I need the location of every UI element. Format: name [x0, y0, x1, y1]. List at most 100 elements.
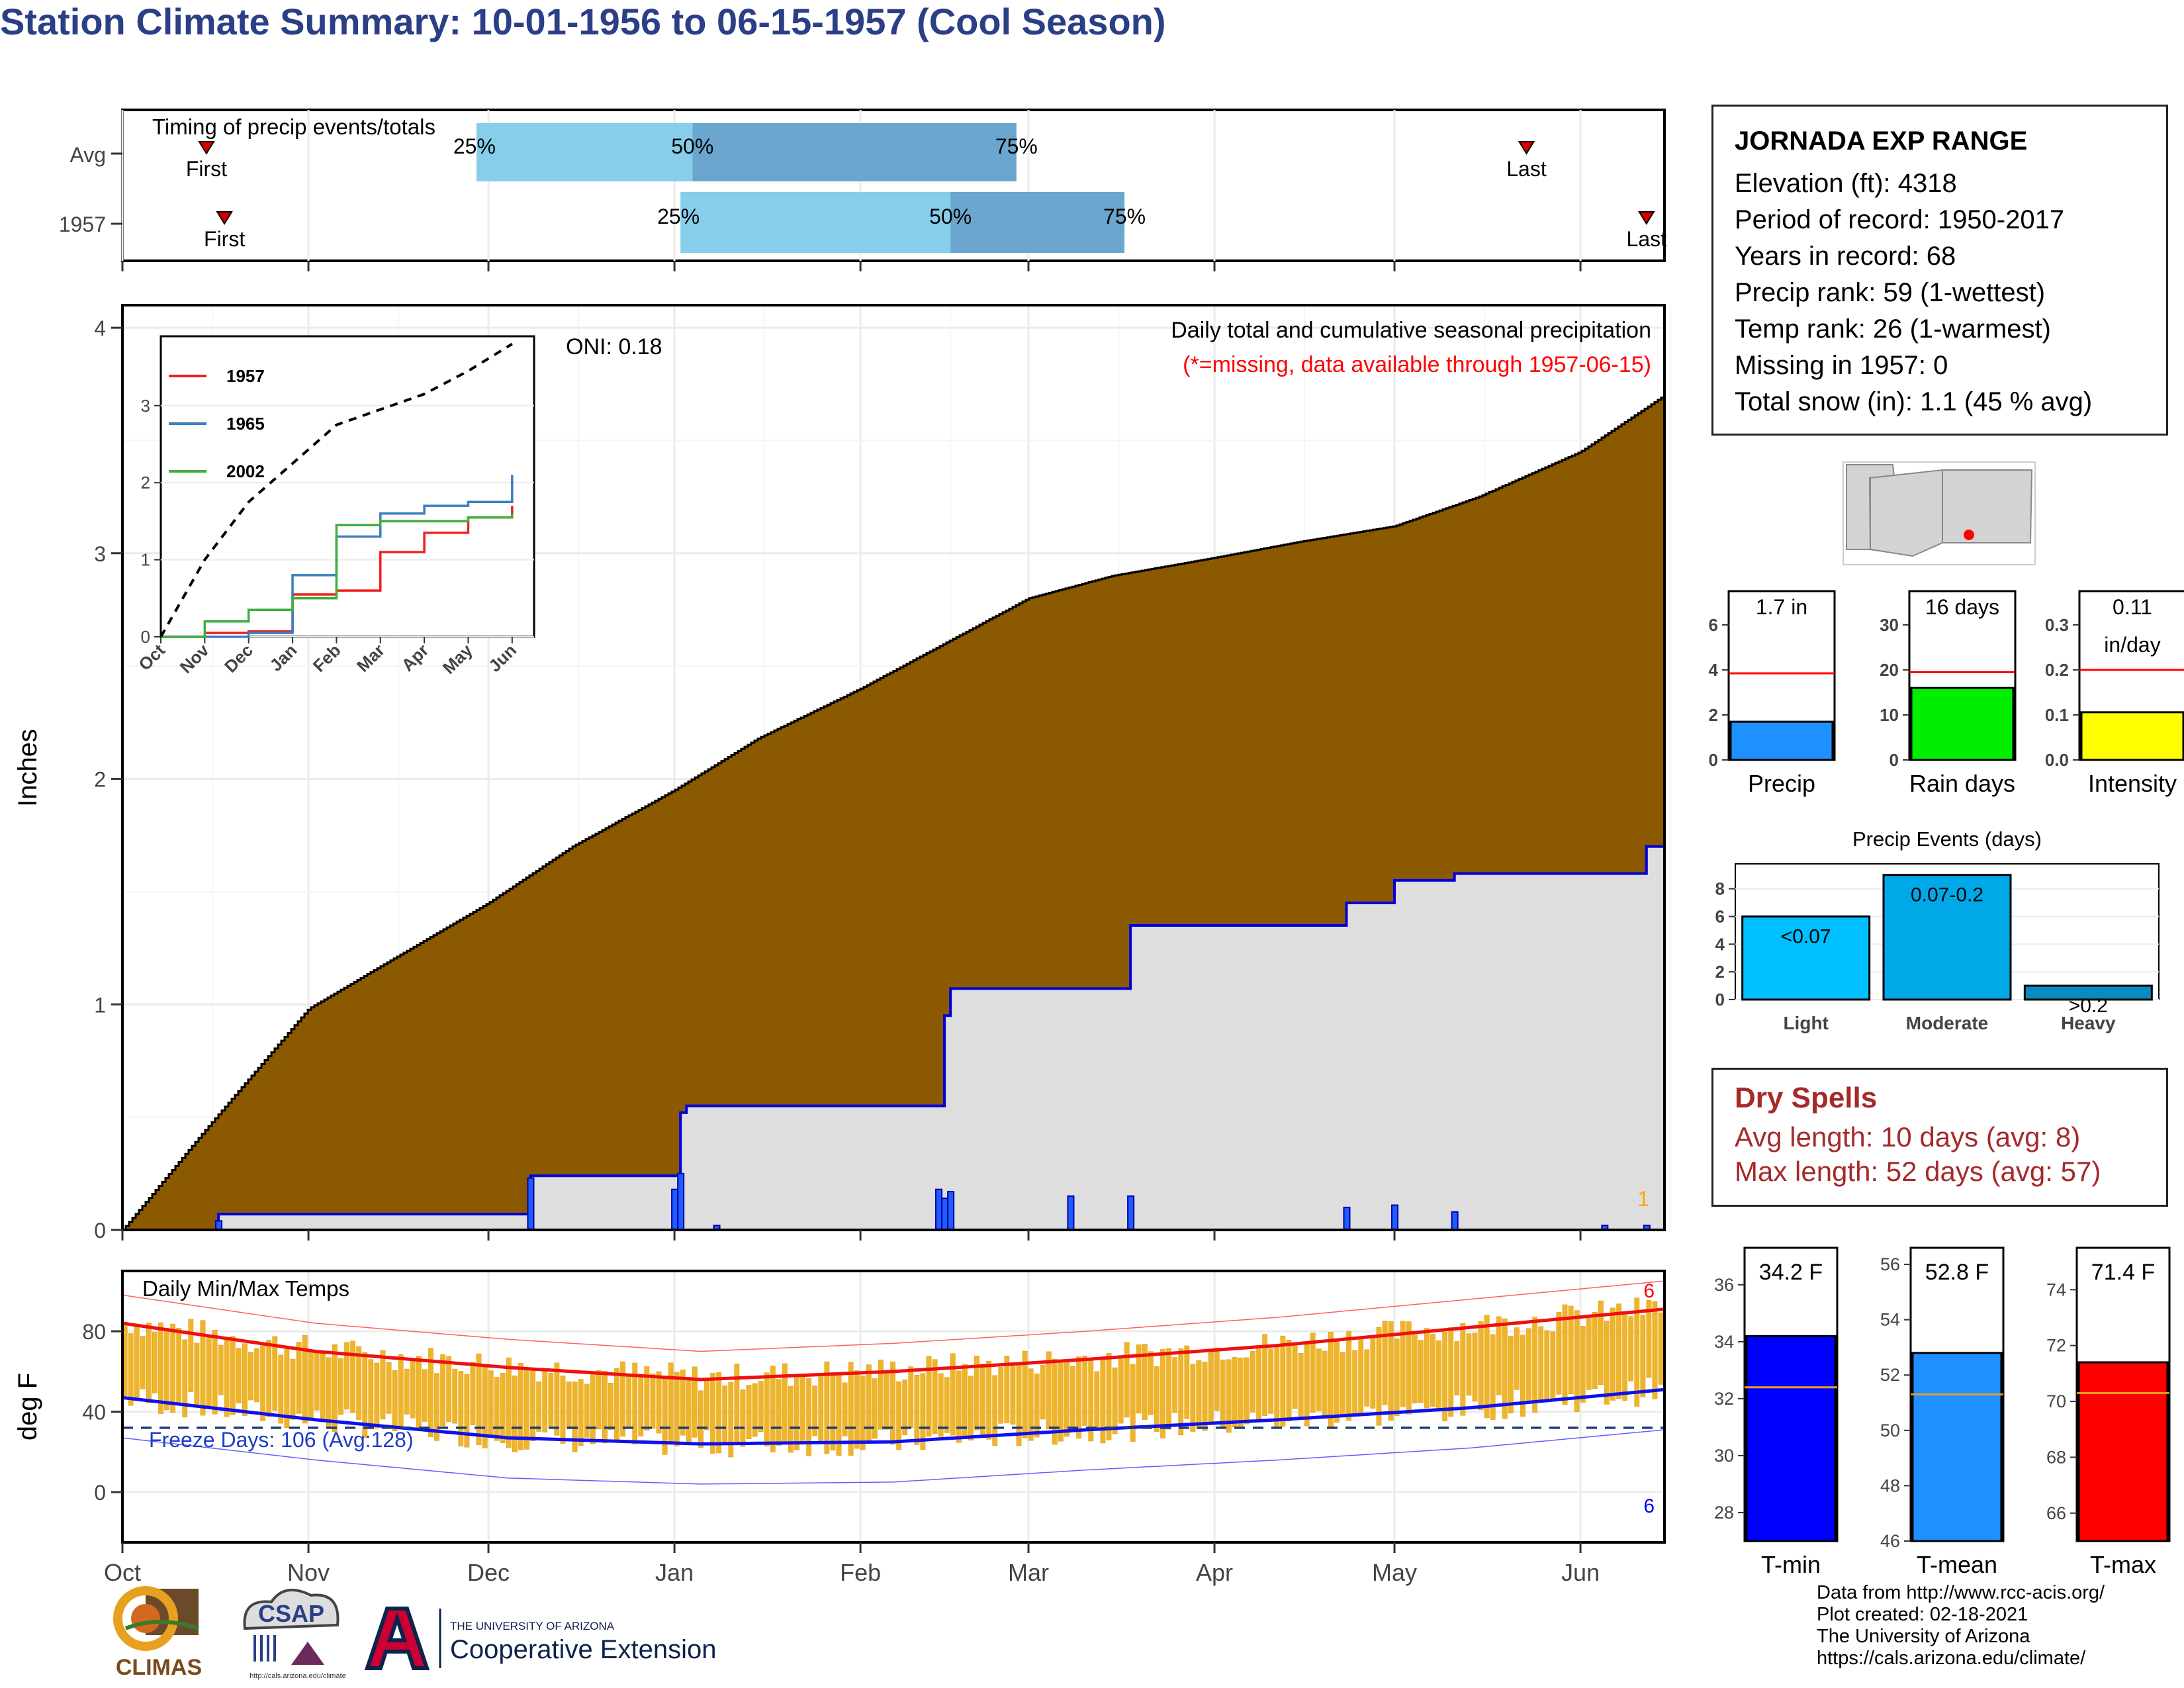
daily-temp-bar	[1064, 1360, 1069, 1437]
station-missing: Missing in 1957: 0	[1735, 351, 1948, 380]
daily-temp-bar	[1046, 1351, 1052, 1430]
daily-temp-bar	[710, 1373, 715, 1454]
daily-temp-bar	[596, 1370, 602, 1430]
daily-temp-bar	[1214, 1347, 1220, 1411]
daily-temp-bar	[1376, 1327, 1382, 1426]
temp-xtick-label: Oct	[104, 1559, 141, 1586]
daily-temp-bar	[206, 1336, 212, 1407]
daily-temp-bar	[824, 1361, 830, 1454]
mini-bar-ytick-label: 0.1	[2045, 705, 2069, 725]
daily-temp-bar	[1136, 1344, 1142, 1414]
daily-temp-bar	[566, 1381, 572, 1429]
daily-temp-bar	[1352, 1350, 1358, 1416]
daily-temp-bar	[1514, 1327, 1520, 1390]
mini-bar-value-label: in/day	[2104, 633, 2160, 657]
temp-bar-ytick-label: 36	[1714, 1275, 1734, 1295]
daily-temp-bar	[884, 1374, 889, 1430]
daily-temp-bar	[1394, 1338, 1400, 1416]
daily-temp-bar	[236, 1348, 242, 1403]
daily-temp-bar	[1586, 1315, 1592, 1390]
daily-temp-bar	[1280, 1335, 1286, 1427]
daily-temp-bar	[1226, 1359, 1232, 1433]
daily-temp-bar	[494, 1377, 500, 1441]
daily-temp-bar	[656, 1371, 662, 1434]
credit-line: Data from http://www.rcc-acis.org/	[1817, 1582, 2105, 1603]
daily-temp-bar	[578, 1379, 584, 1446]
station-years: Years in record: 68	[1735, 242, 1956, 271]
daily-temp-bar	[926, 1356, 932, 1437]
daily-temp-bar	[866, 1364, 872, 1443]
daily-temp-bar	[896, 1381, 902, 1450]
timing-bar-lower	[476, 123, 693, 181]
daily-temp-bar	[1544, 1330, 1550, 1401]
daily-precip-bar	[934, 1188, 942, 1231]
mini-bar-ytick-label: 0	[1889, 750, 1899, 770]
daily-temp-bar	[1274, 1344, 1280, 1427]
temp-xtick-label: May	[1372, 1559, 1417, 1586]
daily-precip-bar	[941, 1197, 949, 1231]
daily-temp-bar	[1166, 1348, 1172, 1430]
mini-bar-ytick-label: 6	[1709, 615, 1718, 635]
daily-temp-bar	[1640, 1315, 1646, 1397]
daily-temp-bar	[1292, 1343, 1298, 1409]
temp-count-bottom: 6	[1643, 1495, 1655, 1517]
daily-temp-bar	[254, 1348, 259, 1403]
daily-temp-bar	[758, 1381, 764, 1432]
temp-bar-ytick-label: 34	[1714, 1332, 1734, 1352]
daily-temp-bar	[392, 1370, 398, 1431]
daily-temp-bar	[1244, 1357, 1250, 1425]
daily-temp-bar	[764, 1372, 770, 1446]
daily-temp-bar	[1010, 1364, 1016, 1425]
daily-temp-bar	[146, 1323, 152, 1403]
daily-temp-bar	[1286, 1340, 1292, 1422]
daily-temp-bar	[164, 1327, 169, 1411]
daily-temp-bar	[260, 1342, 266, 1421]
station-location-marker	[1964, 530, 1974, 540]
daily-temp-bar	[674, 1372, 680, 1446]
timing-p25-label: 25%	[453, 134, 496, 158]
events-category-label: Heavy	[2061, 1013, 2116, 1033]
timing-first-label: First	[186, 157, 227, 181]
daily-temp-bar	[1370, 1337, 1376, 1409]
events-ytick-label: 6	[1715, 906, 1725, 926]
daily-temp-bar	[488, 1370, 494, 1437]
station-elevation: Elevation (ft): 4318	[1735, 169, 1957, 198]
temp-label: Daily Min/Max Temps	[142, 1276, 349, 1301]
temp-bar-ytick-label: 68	[2046, 1447, 2066, 1467]
daily-temp-bar	[1154, 1366, 1160, 1432]
mini-bar-ytick-label: 0.2	[2045, 660, 2069, 680]
daily-temp-bar	[1268, 1348, 1274, 1414]
daily-temp-bar	[416, 1356, 422, 1430]
temp-bar-ytick-label: 56	[1880, 1254, 1900, 1274]
daily-temp-bar	[1202, 1362, 1208, 1431]
daily-temp-bar	[518, 1363, 523, 1450]
daily-temp-bar	[1172, 1357, 1178, 1413]
daily-temp-bar	[380, 1350, 386, 1420]
timing-label: Timing of precip events/totals	[152, 115, 435, 139]
daily-temp-bar	[734, 1363, 740, 1444]
daily-temp-bar	[746, 1385, 752, 1440]
inset-series-line	[161, 513, 514, 638]
station-snow: Total snow (in): 1.1 (45 % avg)	[1735, 387, 2093, 416]
daily-temp-bar	[308, 1350, 314, 1420]
daily-temp-bar	[1424, 1328, 1430, 1409]
daily-temp-bar	[1448, 1327, 1454, 1417]
daily-temp-bar	[326, 1357, 332, 1429]
daily-precip-bar	[1391, 1204, 1399, 1231]
daily-temp-bar	[542, 1369, 548, 1432]
daily-temp-bar	[1250, 1351, 1255, 1413]
daily-temp-bar	[1496, 1316, 1502, 1395]
daily-temp-bar	[1040, 1365, 1046, 1420]
temp-ytick-label: 40	[82, 1401, 106, 1425]
daily-temp-bar	[1328, 1332, 1334, 1429]
daily-temp-bar	[1406, 1321, 1412, 1415]
daily-temp-bar	[446, 1356, 452, 1422]
cumulative-precip-1957	[122, 845, 1666, 1231]
daily-temp-bar	[434, 1373, 439, 1441]
daily-temp-bar	[812, 1385, 818, 1436]
daily-temp-bar	[1598, 1300, 1604, 1385]
avg-min-temp-line	[122, 1387, 1665, 1446]
daily-temp-bar	[1232, 1357, 1238, 1427]
temp-bar-value	[2077, 1361, 2169, 1542]
